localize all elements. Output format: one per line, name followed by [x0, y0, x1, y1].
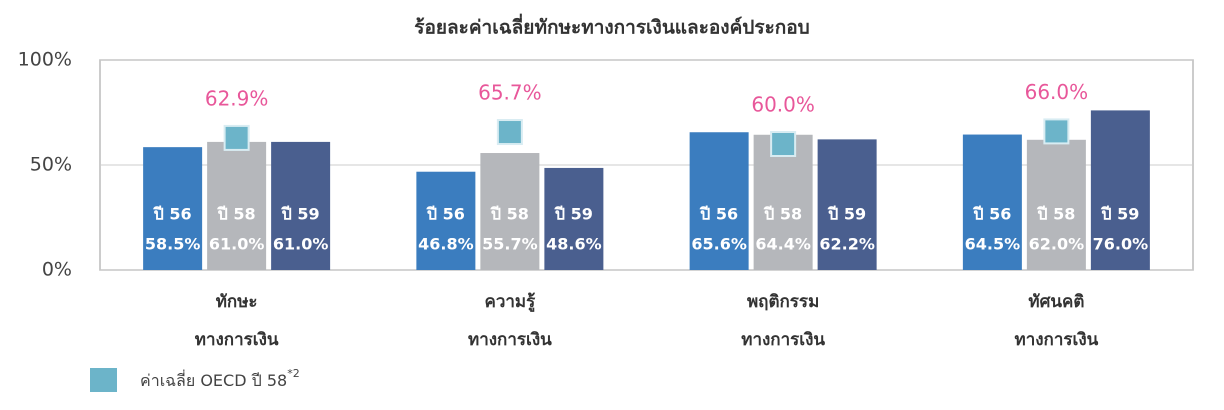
average-value-label: 66.0%	[1025, 80, 1089, 104]
y-tick-label: 0%	[42, 259, 72, 281]
bar-value-label: 48.6%	[546, 235, 602, 254]
average-value-label: 65.7%	[478, 81, 542, 105]
bar	[817, 139, 877, 270]
bar	[271, 141, 331, 270]
x-tick-label: พฤติกรรม	[747, 292, 819, 312]
average-marker	[1043, 118, 1070, 145]
bar-series-label: ปี 56	[972, 205, 1011, 224]
bar	[962, 134, 1022, 270]
bar-series-label: ปี 59	[1100, 205, 1139, 224]
bar-value-label: 55.7%	[482, 235, 538, 254]
average-value-label: 62.9%	[205, 86, 269, 110]
bar-value-label: 46.8%	[418, 235, 474, 254]
bar	[1026, 139, 1086, 270]
bar-series-label: ปี 56	[152, 205, 191, 224]
bar	[544, 167, 604, 270]
bar-series-label: ปี 58	[763, 205, 802, 224]
bar-series-label: ปี 59	[553, 205, 592, 224]
x-tick-label: ทักษะ	[216, 292, 258, 312]
bar-value-label: 61.0%	[209, 235, 265, 254]
bar	[143, 147, 203, 270]
bar-value-label: 64.4%	[755, 235, 811, 254]
bar-value-label: 61.0%	[273, 235, 329, 254]
average-marker	[223, 124, 250, 151]
x-tick-label: ทางการเงิน	[741, 330, 825, 350]
legend-note: *2	[287, 367, 300, 380]
x-tick-label: ทางการเงิน	[195, 330, 279, 350]
bar-series-label: ปี 59	[827, 205, 866, 224]
bar-value-label: 64.5%	[965, 235, 1021, 254]
y-tick-label: 100%	[18, 49, 72, 71]
bar	[416, 171, 476, 270]
x-tick-label: ความรู้	[484, 292, 536, 313]
bar-value-label: 65.6%	[691, 235, 747, 254]
bar-series-label: ปี 58	[489, 205, 528, 224]
average-marker	[496, 119, 523, 146]
bar	[1090, 110, 1150, 271]
bar-series-label: ปี 56	[699, 205, 738, 224]
bar	[207, 141, 267, 270]
bar	[480, 153, 540, 270]
average-marker	[770, 131, 797, 157]
legend-marker	[90, 368, 117, 392]
bar-value-label: 58.5%	[145, 235, 201, 254]
bar-series-label: ปี 56	[425, 205, 464, 224]
x-tick-label: ทางการเงิน	[468, 330, 552, 350]
bar	[689, 132, 749, 270]
bar-value-label: 62.0%	[1029, 235, 1085, 254]
bar-series-label: ปี 58	[1036, 205, 1075, 224]
x-tick-label: ทางการเงิน	[1014, 330, 1098, 350]
y-tick-label: 50%	[30, 154, 72, 176]
average-value-label: 60.0%	[751, 93, 815, 117]
bar-value-label: 62.2%	[819, 235, 875, 254]
x-tick-label: ทัศนคติ	[1028, 292, 1084, 312]
chart-title: ร้อยละค่าเฉลี่ยทักษะทางการเงินและองค์ประ…	[414, 14, 810, 39]
legend-name: ค่าเฉลี่ย OECD ปี 58	[140, 369, 287, 390]
bar-series-label: ปี 58	[216, 205, 255, 224]
bar-series-label: ปี 59	[280, 205, 319, 224]
legend-label: ค่าเฉลี่ย OECD ปี 58*2	[140, 367, 300, 390]
bar-value-label: 76.0%	[1093, 235, 1149, 254]
bar	[753, 134, 813, 270]
